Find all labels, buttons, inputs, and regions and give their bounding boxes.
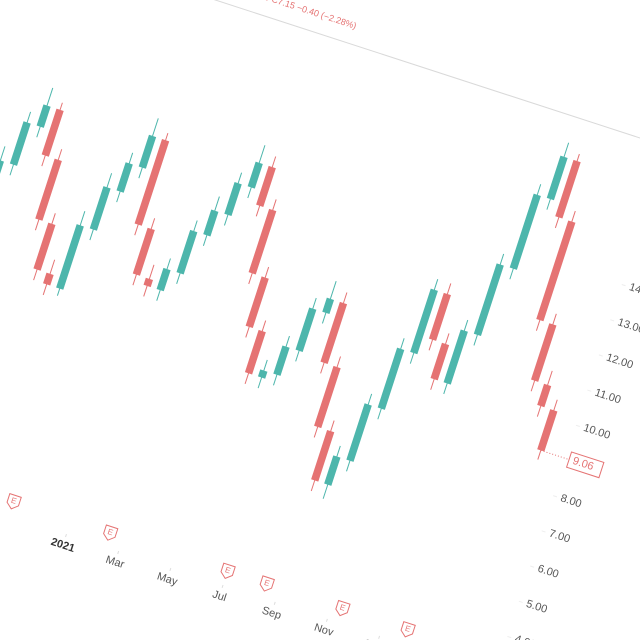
y-tick	[552, 495, 558, 498]
earnings-label: E	[106, 527, 114, 537]
earnings-marker	[220, 562, 236, 579]
earnings-marker	[400, 621, 416, 638]
last-price-box	[565, 451, 605, 479]
candle-body	[311, 429, 335, 482]
y-tick	[610, 319, 615, 322]
y-tick	[507, 635, 512, 639]
candle-body	[320, 301, 348, 365]
candle-body	[245, 276, 269, 329]
candle-body	[36, 104, 51, 128]
earnings-marker	[103, 524, 119, 541]
candle-body	[43, 272, 54, 286]
y-tick	[518, 600, 523, 603]
x-tick-label: Mar	[104, 554, 126, 571]
candle-body	[430, 342, 450, 381]
y-tick	[598, 354, 603, 357]
earnings-marker	[259, 575, 275, 592]
candle-wick	[0, 146, 6, 193]
x-tick-label: Nov	[313, 622, 336, 640]
candle-body	[531, 323, 557, 382]
x-tick	[273, 601, 276, 605]
candle-body	[248, 208, 277, 275]
last-price-line	[540, 449, 570, 461]
candle-body	[443, 329, 468, 385]
y-tick-label: 4.00	[513, 633, 537, 640]
candle-body	[116, 162, 133, 193]
x-tick	[325, 618, 328, 622]
candle-body	[247, 161, 263, 189]
candle-body	[546, 155, 568, 201]
candle-body	[56, 224, 84, 290]
candle-body	[295, 307, 317, 353]
candle-body	[555, 159, 581, 219]
candle-body	[536, 220, 576, 322]
y-tick	[587, 389, 592, 392]
x-tick	[169, 567, 172, 572]
earnings-label: E	[10, 496, 18, 506]
earnings-marker	[335, 599, 351, 617]
candle-body	[156, 267, 171, 292]
candle-body	[410, 288, 438, 355]
candle-body	[138, 134, 157, 169]
candle-body	[428, 292, 451, 341]
candle-body	[33, 222, 56, 271]
candle-body	[324, 455, 341, 486]
x-tick	[378, 635, 381, 639]
candle-body	[143, 277, 153, 288]
candle-body	[0, 159, 4, 183]
y-tick	[541, 530, 546, 533]
candle-body	[273, 345, 290, 376]
plot: 9.06	[0, 87, 605, 499]
candle-body	[176, 229, 198, 275]
y-tick	[621, 284, 626, 287]
earnings-label: E	[263, 578, 271, 588]
candle-body	[509, 193, 541, 270]
candle-body	[322, 297, 335, 315]
earnings-label: E	[224, 565, 232, 575]
candle-body	[224, 182, 242, 217]
x-tick	[117, 550, 120, 555]
candle-body	[203, 209, 219, 237]
x-tick-label: Jul	[211, 588, 228, 604]
candle-body	[257, 369, 268, 379]
candle-body	[35, 158, 62, 221]
candle-body	[89, 186, 111, 231]
earnings-label: E	[339, 603, 347, 613]
x-tick	[65, 533, 67, 538]
candle-body	[256, 165, 276, 207]
x-tick	[221, 584, 224, 589]
candle-body	[9, 121, 31, 166]
candle-body	[537, 383, 552, 408]
pane-border	[0, 0, 640, 180]
earnings-marker	[6, 493, 22, 510]
candle-body	[314, 365, 341, 429]
candle-body	[346, 403, 372, 462]
x-tick-label: Sep	[260, 605, 282, 622]
candle-body	[41, 108, 64, 157]
earnings-label: E	[404, 624, 412, 634]
y-tick	[575, 424, 580, 427]
candle-body	[132, 227, 155, 276]
candle-body	[134, 139, 170, 226]
y-tick	[530, 565, 535, 568]
candle-body	[473, 263, 504, 337]
candle-body	[244, 329, 266, 375]
candle-body	[537, 409, 558, 452]
candle-body	[377, 347, 405, 410]
